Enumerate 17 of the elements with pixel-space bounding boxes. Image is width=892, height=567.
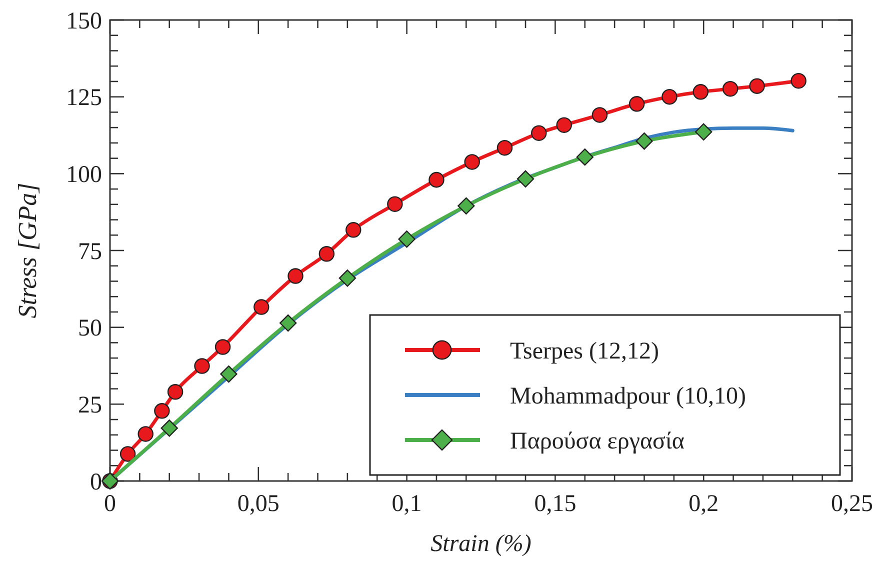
x-tick-label: 0,1 — [392, 491, 422, 517]
legend-label: Mohammadpour (10,10) — [510, 383, 746, 410]
x-tick-label: 0,05 — [237, 491, 280, 517]
y-tick-label: 100 — [66, 162, 102, 188]
x-axis-title: Strain (%) — [430, 531, 532, 557]
x-tick-label: 0,25 — [831, 491, 873, 517]
y-tick-label: 50 — [78, 316, 102, 342]
x-tick-label: 0,15 — [534, 491, 576, 517]
y-tick-label: 25 — [78, 392, 102, 419]
y-axis-title: Stress [GPa] — [13, 182, 42, 318]
y-tick-label: 0 — [90, 469, 102, 496]
legend-label: Tserpes (12,12) — [510, 338, 659, 364]
y-tick-label: 150 — [66, 8, 102, 34]
legend-label: Παρούσα εργασία — [510, 428, 685, 454]
y-tick-label: 75 — [78, 238, 102, 265]
y-tick-label: 125 — [66, 85, 102, 112]
x-tick-label: 0,2 — [688, 491, 719, 517]
